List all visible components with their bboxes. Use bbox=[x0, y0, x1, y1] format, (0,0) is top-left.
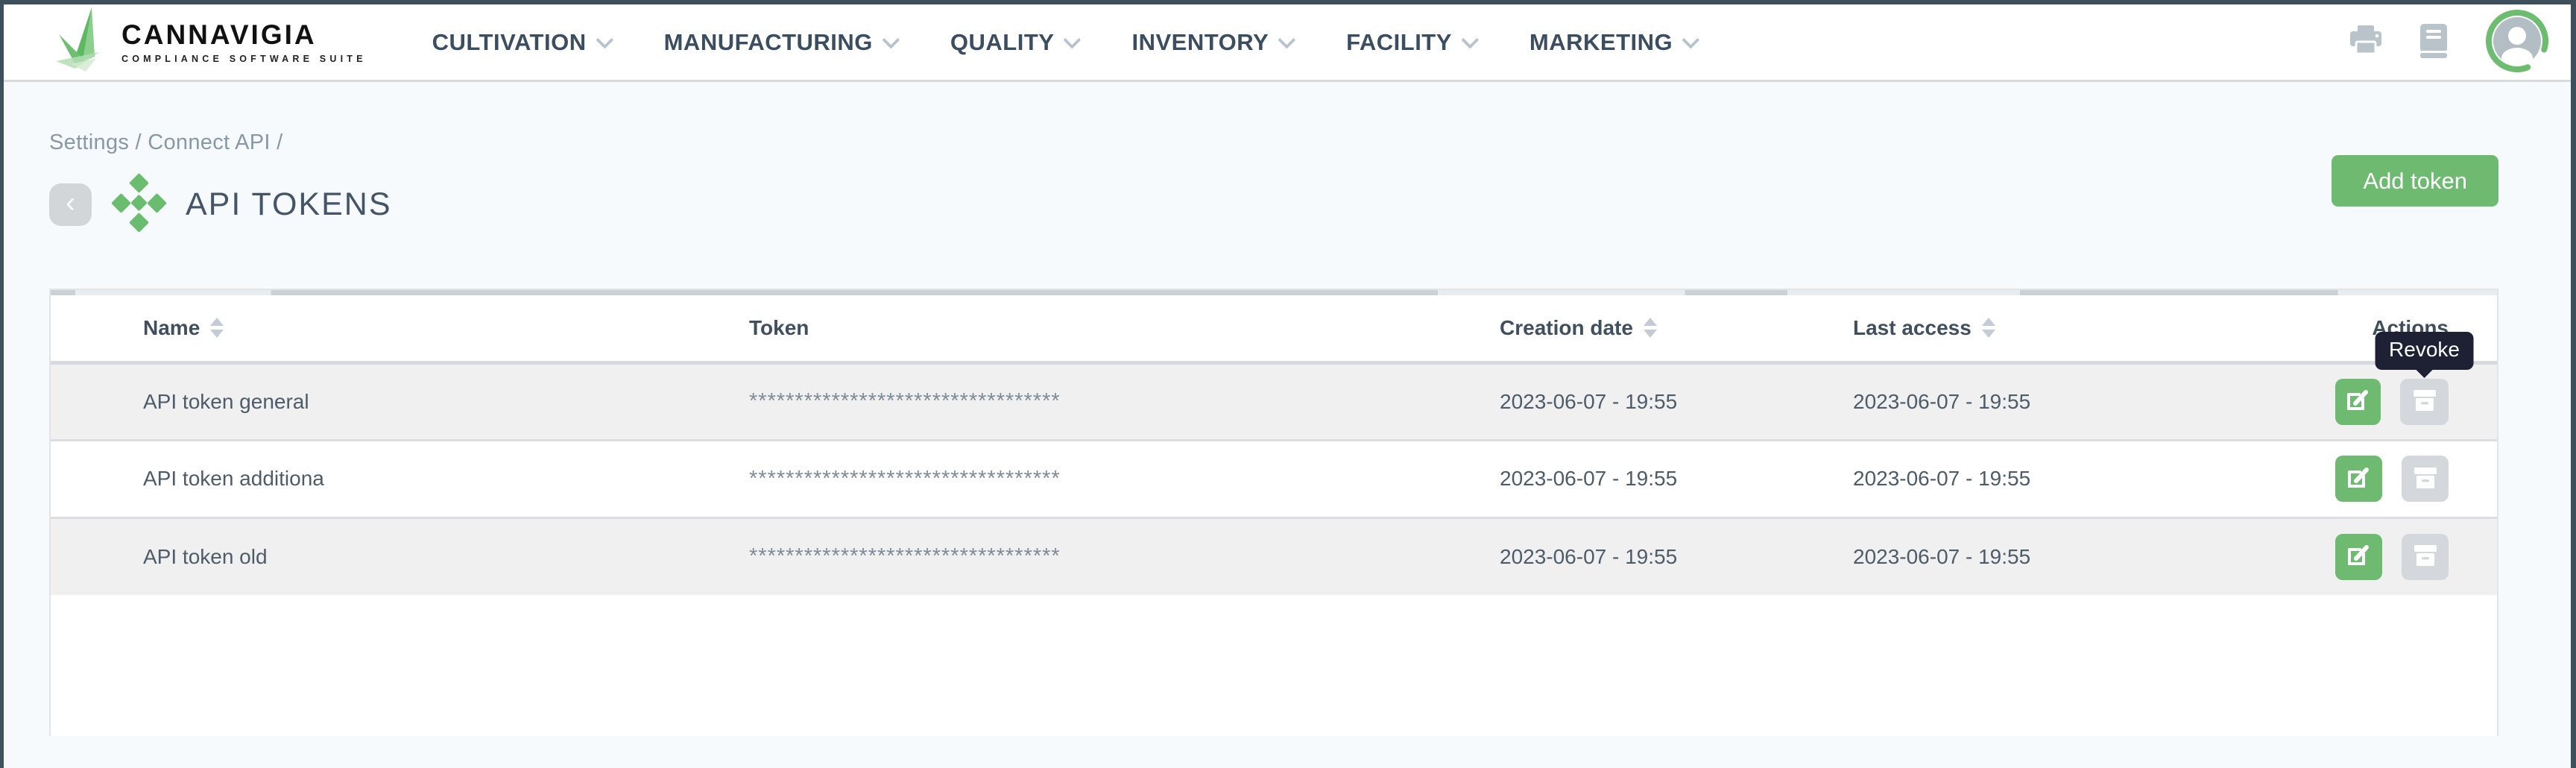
brand-logo[interactable]: CANNAVIGIA COMPLIANCE SOFTWARE SUITE bbox=[53, 6, 367, 78]
edit-token-button[interactable] bbox=[2335, 456, 2382, 502]
token-name: API token old bbox=[143, 544, 268, 568]
print-button[interactable] bbox=[2349, 25, 2383, 59]
avatar bbox=[2484, 8, 2550, 76]
last-access: 2023-06-07 - 19:55 bbox=[1853, 544, 2031, 568]
chevron-down-icon bbox=[1461, 31, 1480, 49]
creation-date: 2023-06-07 - 19:55 bbox=[1500, 544, 1678, 568]
table-header-row: Name Token Creation date bbox=[51, 295, 2497, 362]
last-access: 2023-06-07 - 19:55 bbox=[1853, 389, 2031, 413]
add-token-button[interactable]: Add token bbox=[2332, 155, 2498, 207]
tokens-table: Name Token Creation date bbox=[51, 295, 2497, 595]
app-window: CANNAVIGIA COMPLIANCE SOFTWARE SUITE CUL… bbox=[4, 4, 2571, 768]
brand-name: CANNAVIGIA bbox=[121, 19, 317, 50]
chevron-down-icon bbox=[1682, 31, 1700, 49]
chevron-down-icon bbox=[882, 31, 900, 49]
sort-icon[interactable] bbox=[210, 318, 224, 339]
column-header-token: Token bbox=[749, 295, 1500, 362]
nav-item-marketing[interactable]: MARKETING bbox=[1530, 29, 1700, 56]
nav-item-manufacturing[interactable]: MANUFACTURING bbox=[664, 29, 900, 56]
chevron-down-icon bbox=[1063, 31, 1082, 49]
page-content: Settings / Connect API / ‹ API TOKENS Ad… bbox=[4, 130, 2571, 736]
token-value-masked: ********************************** bbox=[749, 389, 1061, 413]
table-row: API token old **************************… bbox=[51, 517, 2497, 595]
revoke-token-button[interactable] bbox=[2402, 456, 2449, 502]
archive-box-icon bbox=[2413, 466, 2438, 492]
table-top-scroll-strip bbox=[51, 290, 2497, 295]
book-icon bbox=[2419, 24, 2449, 60]
archive-box-icon bbox=[2412, 388, 2437, 415]
top-navigation-bar: CANNAVIGIA COMPLIANCE SOFTWARE SUITE CUL… bbox=[4, 4, 2571, 82]
nav-item-cultivation[interactable]: CULTIVATION bbox=[432, 29, 613, 56]
creation-date: 2023-06-07 - 19:55 bbox=[1500, 467, 1678, 490]
revoke-token-button[interactable] bbox=[2400, 378, 2449, 425]
token-name: API token additiona bbox=[143, 467, 324, 490]
back-button[interactable]: ‹ bbox=[49, 183, 92, 226]
edit-pencil-icon bbox=[2346, 465, 2372, 493]
revoke-token-button[interactable] bbox=[2402, 533, 2449, 580]
page-title: API TOKENS bbox=[186, 186, 392, 222]
edit-pencil-icon bbox=[2346, 388, 2371, 415]
tokens-table-card: Name Token Creation date bbox=[49, 289, 2498, 736]
main-nav: CULTIVATION MANUFACTURING QUALITY INVENT… bbox=[432, 29, 1700, 56]
sort-icon[interactable] bbox=[1981, 318, 1995, 339]
page-header: ‹ API TOKENS Add token bbox=[49, 155, 2498, 236]
table-row: API token additiona ********************… bbox=[51, 440, 2497, 517]
nav-item-quality[interactable]: QUALITY bbox=[950, 29, 1082, 56]
chevron-down-icon bbox=[595, 31, 613, 49]
column-header-name[interactable]: Name bbox=[51, 295, 749, 362]
creation-date: 2023-06-07 - 19:55 bbox=[1500, 389, 1678, 413]
table-row: API token general **********************… bbox=[51, 331, 2497, 440]
edit-pencil-icon bbox=[2346, 543, 2372, 570]
archive-box-icon bbox=[2413, 544, 2438, 570]
token-value-masked: ********************************** bbox=[749, 466, 1061, 491]
nav-item-inventory[interactable]: INVENTORY bbox=[1131, 29, 1296, 56]
column-header-last-access[interactable]: Last access bbox=[1853, 295, 2335, 362]
brand-tagline: COMPLIANCE SOFTWARE SUITE bbox=[121, 53, 367, 64]
nav-item-facility[interactable]: FACILITY bbox=[1346, 29, 1480, 56]
leaf-icon bbox=[53, 6, 111, 78]
account-menu-button[interactable] bbox=[2484, 8, 2550, 76]
docs-button[interactable] bbox=[2419, 24, 2449, 60]
edit-token-button[interactable] bbox=[2335, 378, 2381, 425]
breadcrumb[interactable]: Settings / Connect API / bbox=[49, 130, 283, 154]
column-header-creation-date[interactable]: Creation date bbox=[1500, 295, 1853, 362]
token-value-masked: ********************************** bbox=[749, 544, 1061, 569]
sort-icon[interactable] bbox=[1643, 318, 1657, 339]
printer-icon bbox=[2349, 25, 2383, 59]
api-tokens-icon bbox=[111, 173, 167, 236]
revoke-tooltip: Revoke bbox=[2375, 331, 2474, 370]
token-name: API token general bbox=[143, 389, 309, 413]
last-access: 2023-06-07 - 19:55 bbox=[1853, 467, 2031, 490]
edit-token-button[interactable] bbox=[2335, 533, 2382, 580]
chevron-down-icon bbox=[1278, 31, 1296, 49]
